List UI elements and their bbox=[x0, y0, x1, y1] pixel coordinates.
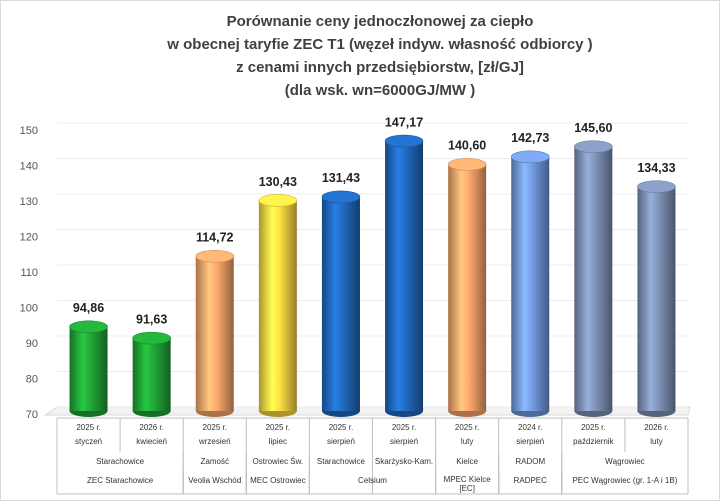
x-tick-label: luty bbox=[650, 437, 662, 446]
value-label: 94,86 bbox=[73, 301, 104, 315]
x-tick-label: styczeń bbox=[75, 437, 102, 446]
y-tick-label: 100 bbox=[20, 302, 38, 314]
x-tick-label: 2024 r. bbox=[518, 423, 542, 432]
chart-title: (dla wsk. wn=6000GJ/MW ) bbox=[285, 82, 475, 99]
y-tick-label: 140 bbox=[20, 160, 38, 172]
y-tick-label: 130 bbox=[20, 196, 38, 208]
x-tick-label: sierpień bbox=[516, 437, 544, 446]
x-tick-label: kwiecień bbox=[136, 437, 167, 446]
city-label: Ostrowiec Św. bbox=[253, 457, 304, 466]
bar-body bbox=[385, 141, 424, 411]
bar-top bbox=[258, 194, 298, 207]
bar bbox=[384, 134, 424, 417]
bar-body bbox=[448, 164, 487, 411]
x-tick-label: 2025 r. bbox=[329, 423, 353, 432]
value-label: 145,60 bbox=[574, 121, 612, 135]
bar-top bbox=[510, 150, 550, 164]
city-label: Wągrowiec bbox=[605, 457, 645, 466]
x-tick-label: 2025 r. bbox=[392, 423, 416, 432]
company-label: ZEC Starachowice bbox=[87, 476, 154, 485]
city-label: Starachowice bbox=[317, 457, 366, 466]
y-tick-label: 90 bbox=[26, 338, 38, 350]
bar-top bbox=[574, 140, 613, 153]
value-label: 131,43 bbox=[322, 171, 360, 185]
bar-top bbox=[132, 331, 171, 345]
x-tick-label: lipiec bbox=[269, 437, 287, 446]
x-tick-label: 2026 r. bbox=[644, 423, 668, 432]
chart-title: z cenami innych przedsiębiorstw, [zł/GJ] bbox=[236, 59, 524, 76]
company-label: Celsium bbox=[358, 476, 387, 485]
bar-top bbox=[637, 180, 676, 193]
bar bbox=[510, 150, 550, 417]
chart-title: Porównanie ceny jednoczłonowej za ciepło bbox=[227, 13, 534, 30]
value-label: 140,60 bbox=[448, 139, 486, 153]
y-tick-label: 80 bbox=[26, 373, 38, 385]
x-tick-label: 2025 r. bbox=[266, 423, 290, 432]
bar-top bbox=[447, 158, 487, 171]
bar-body bbox=[637, 186, 676, 411]
y-tick-label: 110 bbox=[20, 267, 38, 279]
bar bbox=[637, 180, 676, 417]
company-label: Veolia Wschód bbox=[188, 476, 241, 485]
bar-body bbox=[321, 196, 360, 411]
company-label: PEC Wągrowiec (gr. 1-A i 1B) bbox=[572, 476, 677, 485]
company-label: MPEC Kielce [EC] bbox=[444, 475, 492, 493]
bar-top bbox=[384, 134, 424, 148]
x-tick-label: 2025 r. bbox=[76, 423, 100, 432]
bar-body bbox=[258, 200, 297, 411]
bar-body bbox=[195, 256, 234, 411]
bar bbox=[447, 158, 487, 417]
value-label: 142,73 bbox=[511, 131, 549, 145]
value-label: 134,33 bbox=[637, 161, 675, 175]
bar-body bbox=[511, 156, 550, 411]
city-label: Skarżysko-Kam. bbox=[375, 457, 433, 466]
x-tick-label: 2025 r. bbox=[203, 423, 227, 432]
company-label: RADPEC bbox=[514, 476, 548, 485]
x-tick-label: sierpień bbox=[390, 437, 418, 446]
value-label: 130,43 bbox=[259, 175, 297, 189]
bar-top bbox=[321, 190, 361, 204]
x-tick-label: luty bbox=[461, 437, 473, 446]
value-label: 91,63 bbox=[136, 313, 167, 327]
x-tick-label: 2025 r. bbox=[455, 423, 479, 432]
x-tick-label: wrzesień bbox=[198, 437, 231, 446]
bar bbox=[258, 194, 298, 417]
x-tick-label: 2026 r. bbox=[139, 423, 163, 432]
value-label: 147,17 bbox=[385, 115, 423, 129]
company-label: MEC Ostrowiec bbox=[250, 476, 306, 485]
x-tick-label: październik bbox=[573, 437, 614, 446]
bar bbox=[321, 190, 361, 417]
city-label: Kielce bbox=[456, 457, 478, 466]
bar-top bbox=[195, 249, 235, 263]
city-label: Starachowice bbox=[96, 457, 145, 466]
bar-top bbox=[69, 320, 108, 334]
x-tick-label: 2025 r. bbox=[581, 423, 605, 432]
y-tick-label: 70 bbox=[26, 409, 38, 421]
bar bbox=[132, 331, 171, 417]
bar bbox=[574, 140, 613, 417]
y-tick-label: 120 bbox=[20, 231, 38, 243]
y-tick-label: 150 bbox=[20, 125, 38, 137]
city-label: Zamość bbox=[201, 457, 229, 466]
bar bbox=[69, 320, 108, 417]
bar bbox=[195, 249, 235, 417]
x-tick-label: sierpień bbox=[327, 437, 355, 446]
value-label: 114,72 bbox=[196, 231, 234, 245]
city-label: RADOM bbox=[515, 457, 545, 466]
bar-body bbox=[69, 326, 108, 411]
bar-body bbox=[132, 338, 171, 411]
chart-title: w obecnej taryfie ZEC T1 (węzeł indyw. w… bbox=[166, 36, 592, 53]
bar-body bbox=[574, 146, 613, 411]
